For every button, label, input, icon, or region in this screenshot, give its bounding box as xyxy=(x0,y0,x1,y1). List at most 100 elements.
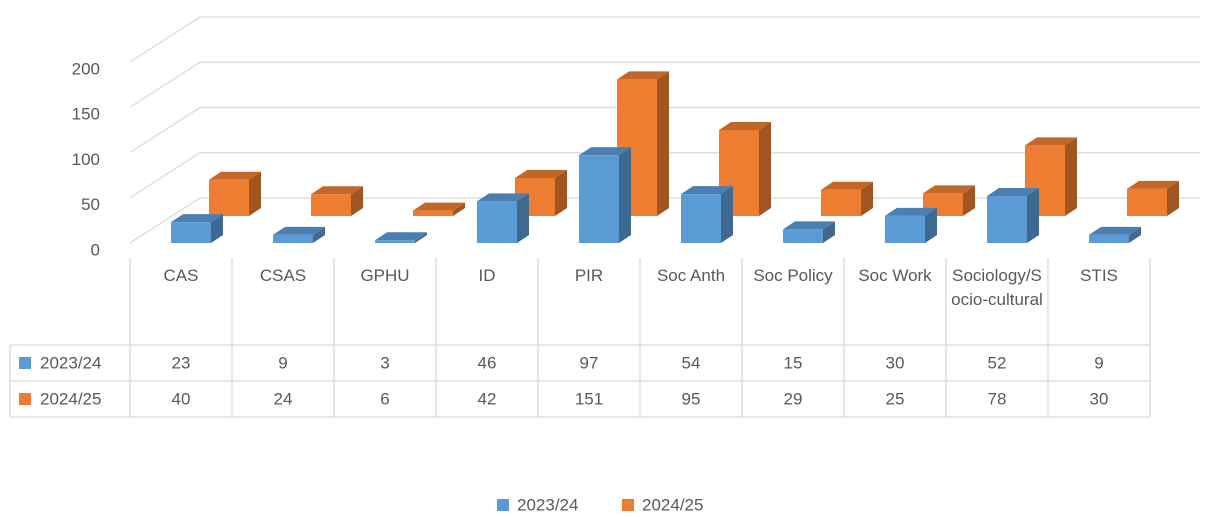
bar-top xyxy=(821,181,873,190)
bar-top xyxy=(987,187,1039,196)
table-value: 42 xyxy=(478,389,497,408)
table-value: 3 xyxy=(380,353,389,372)
table-value: 6 xyxy=(380,389,389,408)
bar-side xyxy=(517,193,529,243)
category-label: CSAS xyxy=(259,266,307,285)
table-value: 151 xyxy=(575,389,603,408)
bar xyxy=(719,122,771,216)
bar-side xyxy=(211,214,223,243)
bar-top xyxy=(413,202,465,211)
bar-front xyxy=(1127,188,1167,216)
bar-front xyxy=(579,155,619,243)
category-label: CAS xyxy=(163,266,199,285)
table-value: 9 xyxy=(1094,353,1103,372)
bar-side xyxy=(453,202,465,216)
legend-key xyxy=(622,499,634,511)
bar xyxy=(579,147,631,243)
bar-front xyxy=(987,195,1027,243)
bar-side xyxy=(313,226,325,243)
legend-key xyxy=(497,499,509,511)
bar-top xyxy=(681,186,733,195)
bar-front xyxy=(1089,234,1129,243)
y-tick-label: 0 xyxy=(91,240,100,259)
legend-label: 2024/25 xyxy=(642,495,703,514)
bar-side xyxy=(721,186,733,243)
bar xyxy=(821,181,873,216)
bar-front xyxy=(273,234,313,243)
bar-top xyxy=(273,226,325,235)
bar-front xyxy=(413,210,453,216)
category-label: Soc Work xyxy=(858,266,932,285)
table-value: 24 xyxy=(274,389,293,408)
bar-front xyxy=(209,179,249,216)
bar-front xyxy=(375,240,415,243)
y-tick-label: 200 xyxy=(72,59,100,78)
table-value: 30 xyxy=(1090,389,1109,408)
bar-side xyxy=(1065,137,1077,216)
bar-side xyxy=(1027,187,1039,243)
bar-top xyxy=(579,147,631,156)
table-value: 25 xyxy=(886,389,905,408)
table-value: 29 xyxy=(784,389,803,408)
bar xyxy=(171,214,223,243)
category-label: STIS xyxy=(1080,266,1118,285)
grid-line xyxy=(129,106,1200,154)
bar-front xyxy=(171,222,211,243)
bar-front xyxy=(477,201,517,243)
bar xyxy=(885,207,937,243)
bar-side xyxy=(823,221,835,243)
table-value: 30 xyxy=(886,353,905,372)
bar-side xyxy=(925,207,937,243)
bar-side xyxy=(657,71,669,216)
bar xyxy=(1089,226,1141,243)
bar-top xyxy=(923,185,975,194)
bar xyxy=(413,202,465,216)
bar-front xyxy=(885,215,925,243)
bar-side xyxy=(249,171,261,216)
y-tick-label: 100 xyxy=(72,150,100,169)
bar-top xyxy=(719,122,771,131)
category-label: PIR xyxy=(574,266,604,285)
bar xyxy=(209,171,261,216)
bar xyxy=(375,232,427,243)
bar xyxy=(273,226,325,243)
table-value: 23 xyxy=(172,353,191,372)
bar-top xyxy=(209,171,261,180)
bar-top xyxy=(515,169,567,178)
legend-label: 2023/24 xyxy=(517,495,578,514)
bar xyxy=(783,221,835,243)
bar-side xyxy=(351,186,363,216)
y-tick-label: 50 xyxy=(81,195,100,214)
bar-top xyxy=(1025,137,1077,146)
bar-side xyxy=(619,147,631,243)
bar-top xyxy=(477,193,529,202)
table-series-name: 2024/25 xyxy=(40,389,101,408)
table-value: 40 xyxy=(172,389,191,408)
bar-top xyxy=(171,214,223,223)
bar-side xyxy=(555,169,567,216)
bar-side xyxy=(963,185,975,216)
category-label: Soc Policy xyxy=(753,266,833,285)
bar xyxy=(987,187,1039,243)
grid-line xyxy=(129,152,1200,199)
grid-line xyxy=(129,16,1200,63)
category-label: Soc Anth xyxy=(656,266,726,285)
table-value: 9 xyxy=(278,353,287,372)
bar-side xyxy=(1129,226,1141,243)
y-tick-label: 150 xyxy=(72,105,100,124)
bar-top xyxy=(375,232,427,241)
bar-side xyxy=(415,232,427,243)
bar-side xyxy=(1167,180,1179,216)
bar-top xyxy=(1089,226,1141,235)
bar-front xyxy=(783,229,823,243)
table-value: 95 xyxy=(682,389,701,408)
table-legend-key xyxy=(19,393,31,405)
bar-side xyxy=(759,122,771,216)
bar xyxy=(1127,180,1179,216)
bar-front xyxy=(311,194,351,216)
table-value: 15 xyxy=(784,353,803,372)
bar-top xyxy=(311,186,363,195)
bar-top xyxy=(885,207,937,216)
